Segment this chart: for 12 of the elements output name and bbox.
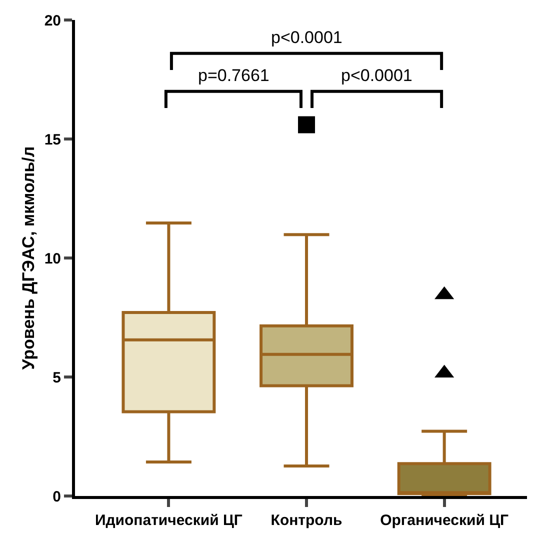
annotation: p<0.0001 bbox=[341, 66, 412, 85]
annotation: p<0.0001 bbox=[271, 28, 342, 47]
y-tick-label: 20 bbox=[44, 12, 61, 30]
y-tick-label: 0 bbox=[52, 488, 61, 506]
y-tick-label: 10 bbox=[44, 250, 61, 268]
y-tick-label: 5 bbox=[52, 369, 61, 386]
x-tick-label: Органический ЦГ bbox=[380, 512, 510, 529]
annotation: p=0.7661 bbox=[198, 66, 270, 85]
x-tick-label: Контроль bbox=[270, 512, 342, 529]
y-tick-label: 15 bbox=[44, 131, 61, 148]
x-tick-label: Идиопатический ЦГ bbox=[94, 512, 243, 529]
y-axis-title: Уровень ДГЭАС, мкмоль/л bbox=[18, 146, 38, 370]
